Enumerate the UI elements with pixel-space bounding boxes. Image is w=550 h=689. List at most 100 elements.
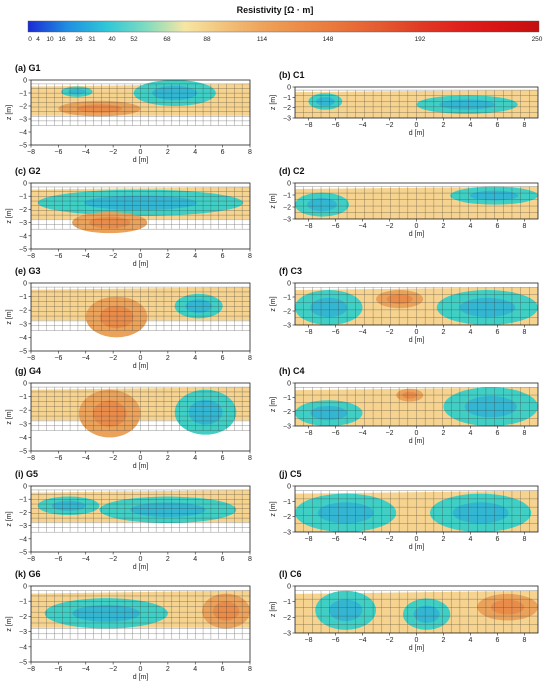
y-tick-label: −3 bbox=[19, 321, 27, 328]
x-tick-label: −2 bbox=[386, 536, 394, 543]
x-axis-label: d [m] bbox=[133, 157, 149, 164]
mesh-grid bbox=[31, 489, 250, 533]
y-tick-label: −1 bbox=[19, 497, 27, 504]
x-tick-label: −2 bbox=[386, 223, 394, 230]
x-tick-label: −2 bbox=[109, 666, 117, 673]
x-tick-label: 2 bbox=[442, 329, 446, 336]
colorbar-title: Resistivity [Ω · m] bbox=[237, 5, 314, 15]
x-tick-label: 6 bbox=[496, 430, 500, 437]
x-tick-label: −2 bbox=[109, 253, 117, 260]
colorbar-tick-label: 40 bbox=[108, 36, 116, 43]
x-tick-label: 4 bbox=[193, 455, 197, 462]
x-tick-label: 8 bbox=[248, 666, 252, 673]
high-resistivity-core bbox=[99, 305, 134, 329]
x-tick-label: −2 bbox=[386, 430, 394, 437]
x-tick-label: 8 bbox=[523, 637, 527, 644]
y-tick-label: 0 bbox=[23, 78, 27, 85]
y-tick-label: −1 bbox=[19, 394, 27, 401]
x-tick-label: 6 bbox=[221, 149, 225, 156]
low-resistivity-core bbox=[188, 399, 223, 425]
y-tick-label: 0 bbox=[287, 281, 291, 288]
x-tick-label: 8 bbox=[248, 556, 252, 563]
panel-ag1: (a) G1 −8 −6 −4 −2 0 2 4 6 8 0 −1 −2 −3 −4 −5 d [m] z [m] bbox=[6, 63, 252, 164]
y-tick-label: −1 bbox=[283, 599, 291, 606]
x-tick-label: −8 bbox=[305, 122, 313, 129]
x-tick-label: 6 bbox=[221, 253, 225, 260]
mesh-grid bbox=[31, 386, 250, 431]
x-tick-label: −4 bbox=[359, 430, 367, 437]
y-tick-label: 0 bbox=[23, 381, 27, 388]
x-tick-label: 2 bbox=[442, 430, 446, 437]
y-tick-label: −1 bbox=[19, 294, 27, 301]
panel-jc5: (j) C5 −8 −6 −4 −2 0 2 4 6 8 0 −1 −2 −3 d [m] z [m] bbox=[270, 469, 539, 551]
colorbar-tick-label: 16 bbox=[58, 36, 66, 43]
x-tick-label: 4 bbox=[469, 536, 473, 543]
low-resistivity-core bbox=[185, 299, 212, 313]
colorbar-strip bbox=[27, 20, 540, 33]
mesh-grid bbox=[31, 186, 250, 230]
x-tick-label: 4 bbox=[469, 637, 473, 644]
x-tick-label: −8 bbox=[27, 149, 35, 156]
panel-title: (b) C1 bbox=[279, 70, 305, 80]
colorbar-tick-label: 52 bbox=[130, 36, 138, 43]
panel-dc2: (d) C2 −8 −6 −4 −2 0 2 4 6 8 0 −1 −2 −3 d [m] z [m] bbox=[270, 166, 539, 238]
x-tick-label: 6 bbox=[221, 455, 225, 462]
high-resistivity-core bbox=[89, 216, 131, 229]
y-axis-label: z [m] bbox=[270, 193, 277, 208]
panel-title: (a) G1 bbox=[15, 63, 41, 73]
y-tick-label: 0 bbox=[23, 181, 27, 188]
x-tick-label: −4 bbox=[359, 637, 367, 644]
panel-title: (h) C4 bbox=[279, 366, 305, 376]
x-axis-label: d [m] bbox=[409, 231, 425, 238]
y-tick-label: −5 bbox=[19, 449, 27, 456]
panel-bc1: (b) C1 −8 −6 −4 −2 0 2 4 6 8 0 −1 −2 −3 d [m] z [m] bbox=[270, 70, 539, 137]
high-resistivity-core bbox=[92, 400, 127, 427]
y-tick-label: −4 bbox=[19, 233, 27, 240]
x-tick-label: 0 bbox=[415, 223, 419, 230]
y-axis-label: z [m] bbox=[6, 309, 13, 324]
y-axis-label: z [m] bbox=[270, 501, 277, 516]
y-tick-label: −5 bbox=[19, 143, 27, 150]
low-resistivity-core bbox=[68, 88, 86, 95]
x-tick-label: −2 bbox=[109, 355, 117, 362]
mesh-grid bbox=[31, 286, 250, 331]
x-tick-label: 6 bbox=[496, 223, 500, 230]
x-tick-label: 0 bbox=[139, 666, 143, 673]
y-tick-label: −2 bbox=[19, 510, 27, 517]
low-resistivity-core bbox=[307, 198, 337, 212]
x-tick-label: 0 bbox=[415, 329, 419, 336]
y-tick-label: −3 bbox=[19, 117, 27, 124]
panel-gg4: (g) G4 −8 −6 −4 −2 0 2 4 6 8 0 −1 −2 −3 −4 −5 d [m] z [m] bbox=[6, 366, 252, 470]
y-tick-label: −4 bbox=[19, 644, 27, 651]
x-tick-label: 0 bbox=[415, 536, 419, 543]
x-tick-label: −8 bbox=[305, 329, 313, 336]
y-tick-label: −2 bbox=[19, 408, 27, 415]
panel-title: (c) G2 bbox=[15, 166, 41, 176]
y-tick-label: 0 bbox=[23, 484, 27, 491]
x-tick-label: −4 bbox=[359, 223, 367, 230]
panel-fc3: (f) C3 −8 −6 −4 −2 0 2 4 6 8 0 −1 −2 −3 d [m] z [m] bbox=[270, 266, 539, 344]
mesh-grid bbox=[295, 89, 538, 118]
x-tick-label: 8 bbox=[248, 149, 252, 156]
x-tick-label: 4 bbox=[193, 355, 197, 362]
y-tick-label: −3 bbox=[19, 523, 27, 530]
low-resistivity-core bbox=[130, 502, 206, 518]
panel-hc4: (h) C4 −8 −6 −4 −2 0 2 4 6 8 0 −1 −2 −3 d [m] z [m] bbox=[270, 366, 539, 445]
x-tick-label: −4 bbox=[359, 329, 367, 336]
x-axis-label: d [m] bbox=[133, 261, 149, 268]
y-tick-label: −4 bbox=[19, 435, 27, 442]
x-axis-label: d [m] bbox=[409, 438, 425, 445]
x-tick-label: 6 bbox=[496, 122, 500, 129]
x-tick-label: −8 bbox=[305, 536, 313, 543]
panel-title: (e) G3 bbox=[15, 266, 41, 276]
x-axis-label: d [m] bbox=[409, 645, 425, 652]
y-tick-label: −3 bbox=[283, 323, 291, 330]
x-tick-label: 4 bbox=[193, 253, 197, 260]
y-tick-label: −3 bbox=[283, 631, 291, 638]
x-tick-label: 4 bbox=[193, 149, 197, 156]
y-tick-label: −2 bbox=[19, 614, 27, 621]
x-tick-label: 6 bbox=[221, 666, 225, 673]
x-tick-label: −8 bbox=[305, 637, 313, 644]
x-tick-label: −6 bbox=[332, 122, 340, 129]
colorbar-tick-label: 148 bbox=[323, 36, 334, 43]
